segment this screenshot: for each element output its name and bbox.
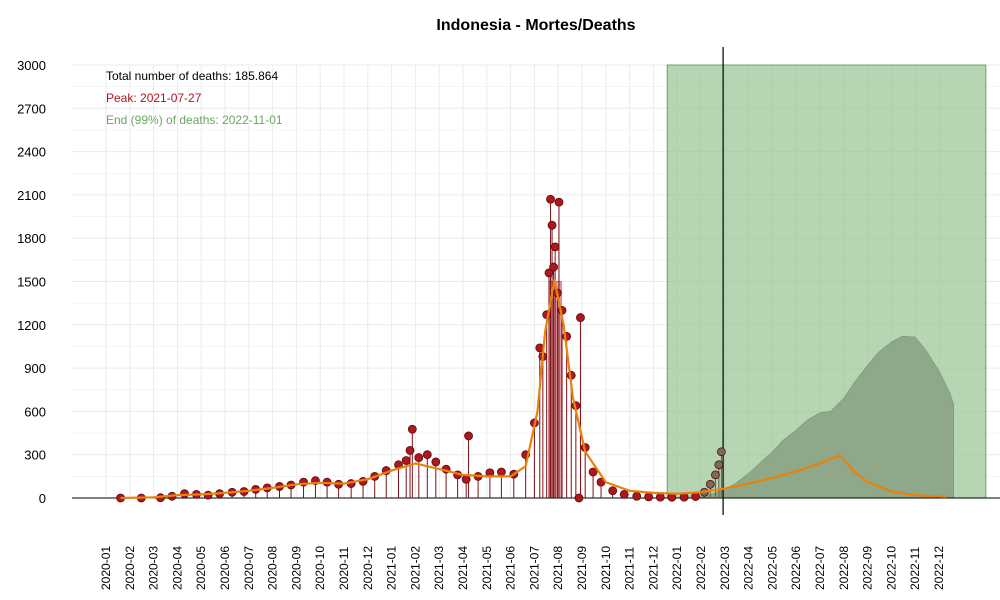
x-tick-label: 2020-07 [242,546,256,590]
x-tick-label: 2021-02 [408,546,422,590]
data-point [549,262,558,272]
data-point [180,489,189,499]
data-point [717,447,726,457]
total-deaths-note: Total number of deaths: 185.864 [106,69,278,83]
y-tick-label: 1500 [17,275,46,290]
data-point [554,197,564,207]
data-point [608,486,618,496]
x-tick-label: 2022-10 [884,546,898,590]
data-point [461,474,471,484]
chart-title: Indonesia - Mortes/Deaths [436,17,635,34]
data-point [655,492,665,502]
data-point [546,194,555,204]
x-tick-label: 2022-06 [789,546,803,590]
x-tick-label: 2020-08 [266,546,280,590]
point-stems [160,199,722,498]
y-tick-label: 0 [39,491,46,506]
data-point [619,489,629,499]
x-tick-label: 2021-10 [599,546,613,590]
x-tick-label: 2020-10 [313,546,327,590]
x-tick-label: 2021-03 [432,546,446,590]
data-point [550,242,560,252]
data-point [405,445,415,455]
data-point [464,431,473,441]
end-note: End (99%) of deaths: 2022-11-01 [106,113,283,127]
x-tick-label: 2022-12 [932,546,946,590]
y-tick-label: 3000 [17,58,46,73]
x-tick-label: 2021-01 [385,546,399,590]
x-tick-label: 2021-08 [551,546,565,590]
x-tick-label: 2021-06 [504,546,518,590]
x-tick-label: 2022-11 [908,547,922,590]
x-tick-label: 2020-04 [170,546,184,590]
data-point [705,479,715,489]
x-tick-label: 2022-02 [694,546,708,590]
fit-line [120,279,946,500]
x-tick-label: 2021-05 [480,546,494,590]
y-tick-labels: 0 300 600 900 1200 1500 1800 2100 2400 2700 3000 [17,58,46,506]
x-tick-label: 2021-07 [527,546,541,590]
x-tick-label: 2022-08 [837,546,851,590]
data-point [632,491,642,501]
x-tick-label: 2022-05 [765,546,779,590]
x-tick-label: 2021-09 [575,546,589,590]
x-tick-label: 2020-11 [337,547,351,590]
x-tick-label: 2020-12 [361,546,375,590]
x-tick-label: 2022-09 [861,546,875,590]
x-tick-label: 2022-04 [742,546,756,590]
peak-note: Peak: 2021-07-27 [106,91,202,105]
x-tick-labels: 2020-01 2020-02 2020-03 2020-04 2020-05 2020-… [99,546,946,590]
data-point [588,467,598,477]
y-tick-label: 600 [24,404,46,419]
data-point [574,493,584,503]
data-point [644,492,654,502]
y-tick-label: 900 [24,361,46,376]
y-tick-label: 2700 [17,101,46,116]
y-tick-label: 1200 [17,318,46,333]
x-tick-label: 2020-01 [99,546,113,590]
data-point [714,460,724,470]
fit-curve [120,279,946,500]
x-tick-label: 2020-06 [218,546,232,590]
data-point [414,453,424,462]
x-tick-label: 2021-04 [456,546,470,590]
axes [72,47,1000,515]
x-tick-label: 2022-03 [718,546,732,590]
y-tick-label: 2400 [17,145,46,160]
y-tick-label: 2100 [17,188,46,203]
data-point [401,456,411,465]
data-point [431,457,441,467]
x-tick-label: 2020-09 [289,546,303,590]
data-point [711,470,720,480]
x-tick-label: 2020-03 [147,546,161,590]
x-tick-label: 2022-07 [813,546,827,590]
x-tick-label: 2021-11 [623,547,637,590]
x-tick-label: 2021-12 [646,546,660,590]
x-tick-label: 2020-05 [194,546,208,590]
x-tick-label: 2020-02 [123,546,137,590]
data-point [496,467,506,477]
y-tick-label: 1800 [17,231,46,246]
data-point [576,313,585,322]
data-point [407,424,417,434]
y-tick-label: 300 [24,448,46,463]
data-point [544,268,554,278]
x-tick-label: 2022-01 [670,546,684,590]
data-point [547,220,557,230]
data-point [422,450,432,460]
observed-points [116,194,726,503]
